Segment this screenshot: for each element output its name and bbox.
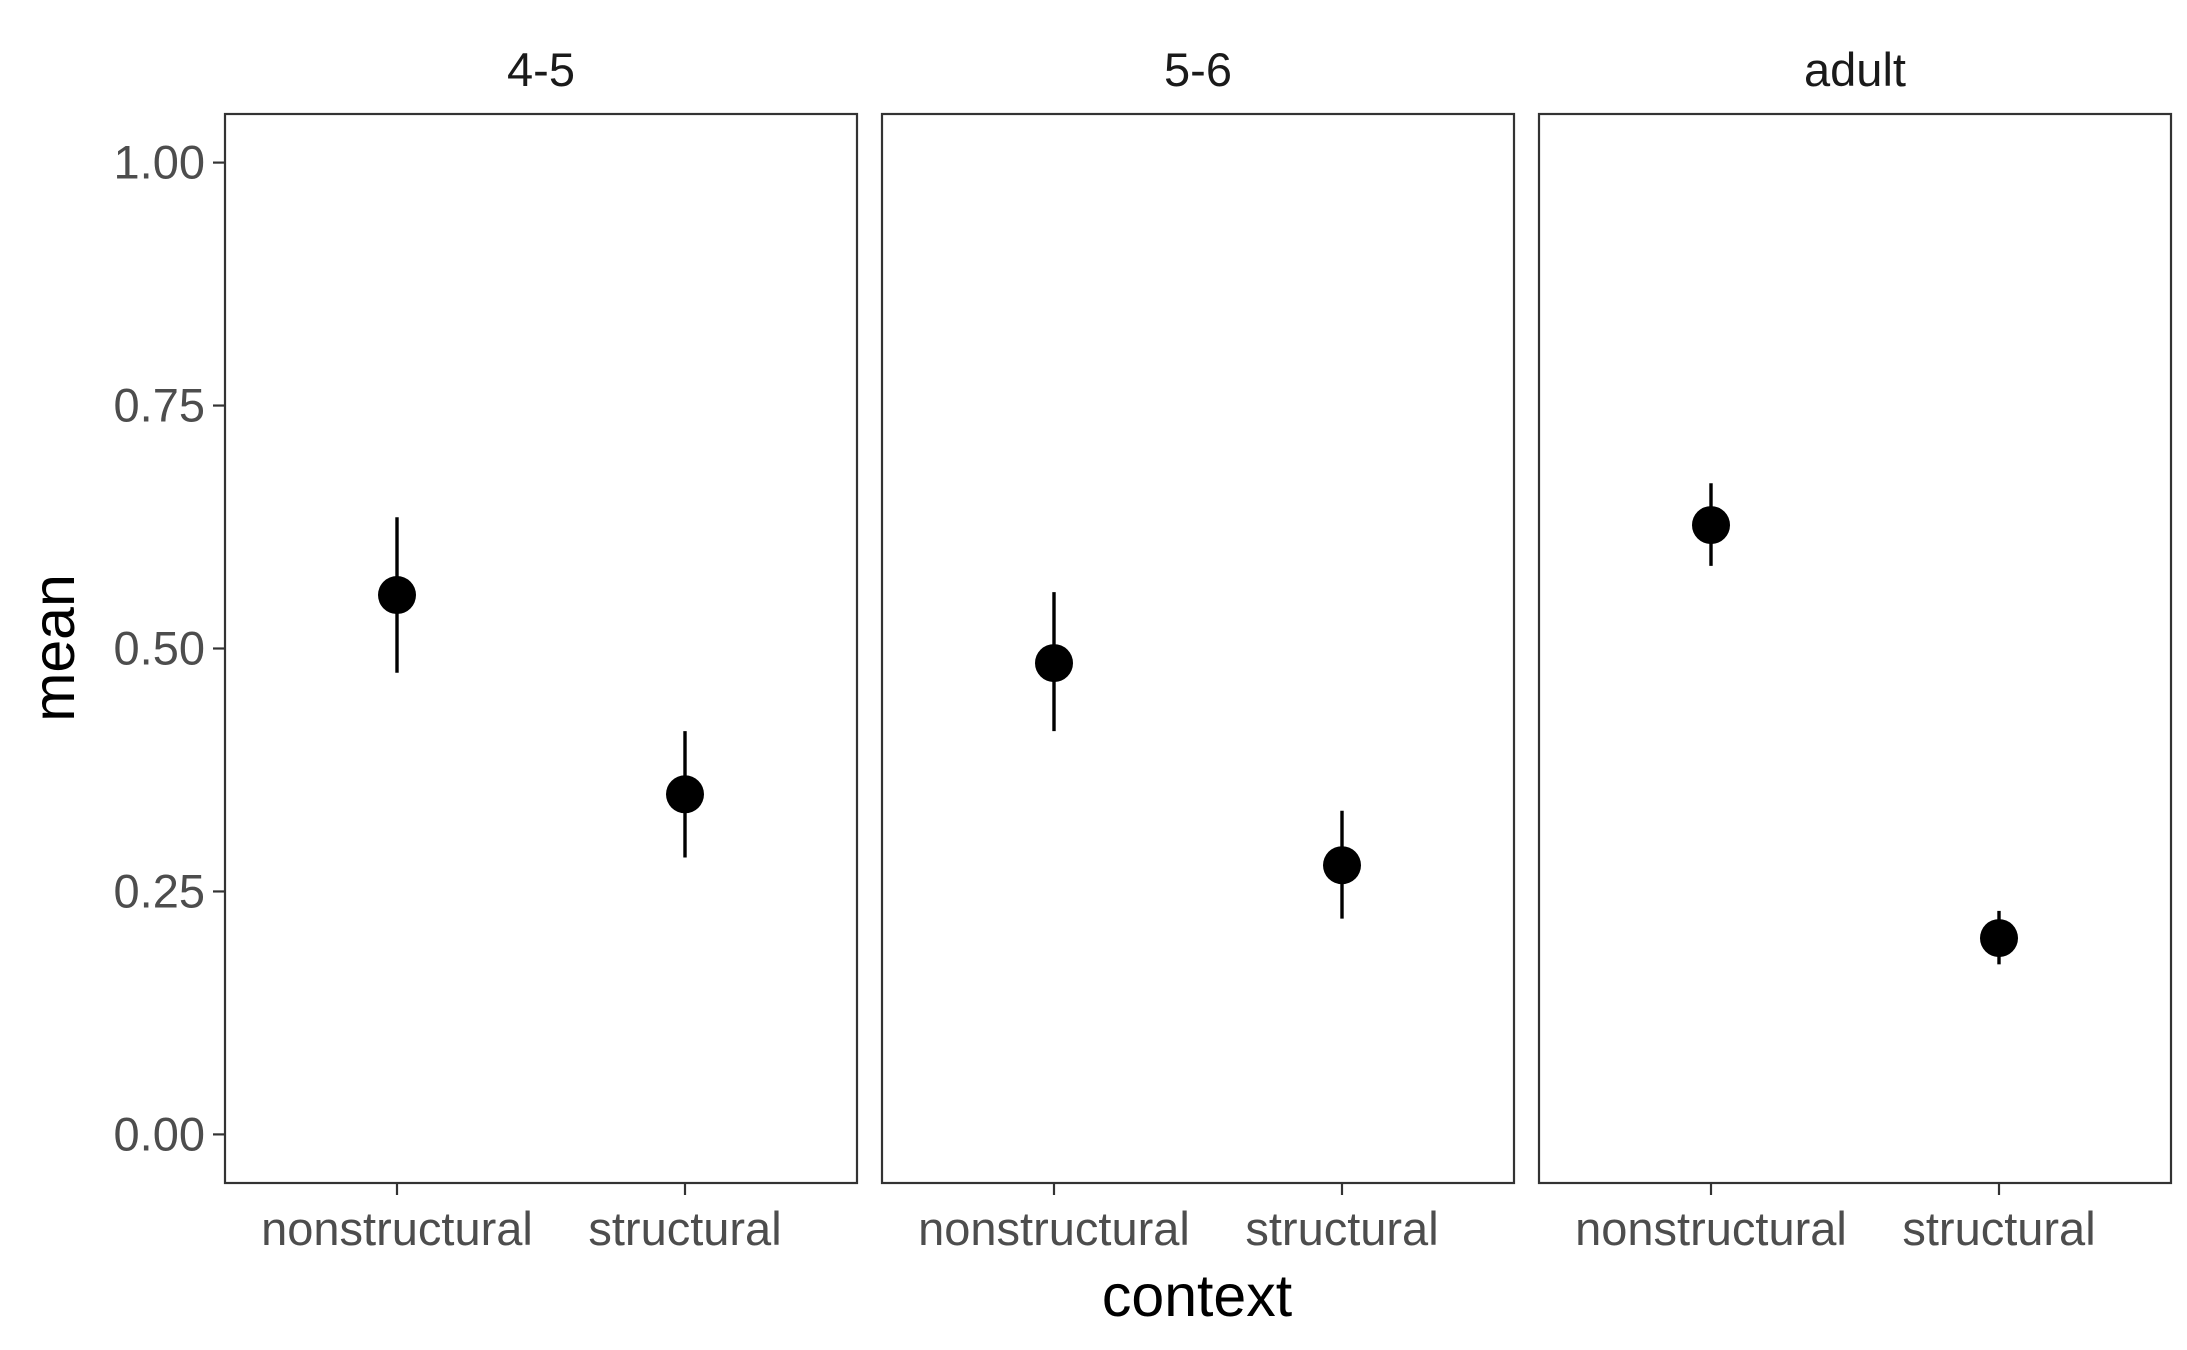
panel-border [223, 112, 859, 1185]
x-tick-label: nonstructural [261, 1202, 533, 1255]
x-axis-title: context [1102, 1263, 1292, 1329]
facet-title: 5-6 [1164, 43, 1232, 96]
x-tick-label: structural [588, 1202, 781, 1255]
facet-title: 4-5 [507, 43, 575, 96]
panel-border [1537, 112, 2173, 1185]
mean-point [1035, 644, 1073, 683]
y-tick-label: 0.25 [114, 864, 205, 917]
y-axis: 0.00 0.25 0.50 0.75 1.00 [114, 136, 225, 1160]
x-tick-label: nonstructural [918, 1202, 1190, 1255]
facet-panel-4-5: 4-5 nonstructural structural [223, 43, 859, 1255]
x-tick-label: structural [1902, 1202, 2095, 1255]
mean-point [1323, 846, 1361, 885]
y-axis-title: mean [21, 574, 87, 722]
y-tick-label: 0.75 [114, 379, 205, 432]
facet-title: adult [1804, 43, 1906, 96]
facet-panel-adult: adult nonstructural structural [1537, 43, 2173, 1255]
mean-point [666, 775, 704, 814]
mean-point [1980, 919, 2018, 958]
y-tick-label: 0.00 [114, 1107, 205, 1160]
facet-panel-5-6: 5-6 nonstructural structural [880, 43, 1516, 1255]
y-tick-label: 1.00 [114, 136, 205, 189]
panel-border [880, 112, 1516, 1185]
x-tick-label: nonstructural [1575, 1202, 1847, 1255]
y-tick-label: 0.50 [114, 622, 205, 675]
facet-panels: 4-5 nonstructural structural 5-6 nonstructur… [223, 43, 2173, 1255]
mean-point [378, 576, 416, 615]
mean-point [1692, 506, 1730, 545]
x-tick-label: structural [1245, 1202, 1438, 1255]
